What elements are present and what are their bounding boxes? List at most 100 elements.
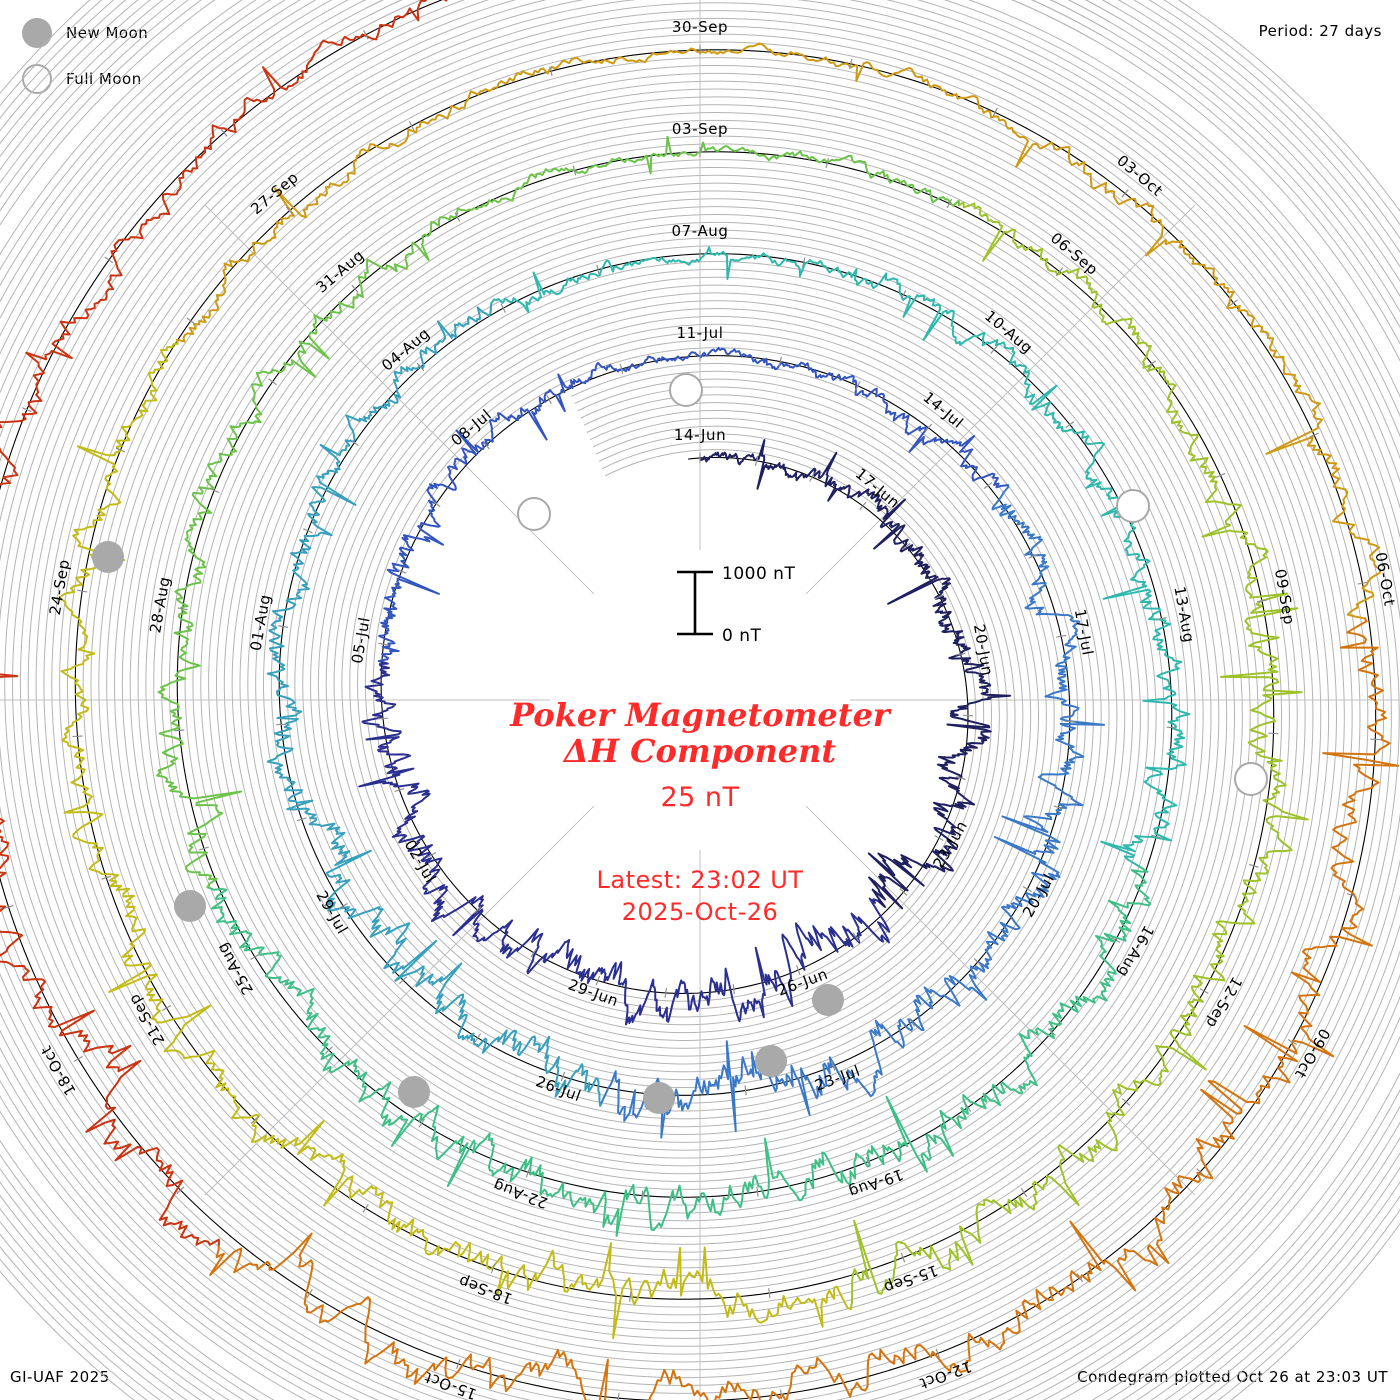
day-tick bbox=[1196, 1168, 1205, 1176]
day-tick bbox=[1147, 360, 1157, 368]
magnetometer-trace-segment bbox=[266, 302, 602, 1107]
day-label: 20-Jun bbox=[970, 623, 997, 678]
day-tick bbox=[756, 1186, 759, 1197]
day-tick bbox=[619, 363, 624, 374]
radial-gridline bbox=[805, 805, 1196, 1196]
day-tick bbox=[73, 1055, 83, 1063]
day-tick bbox=[640, 1190, 644, 1201]
magnetometer-trace-segment bbox=[490, 246, 1191, 867]
magnetometer-trace-segment bbox=[156, 135, 961, 889]
day-tick bbox=[302, 528, 313, 534]
day-tick bbox=[324, 1046, 333, 1055]
day-tick bbox=[1055, 267, 1064, 276]
day-tick bbox=[1357, 581, 1368, 585]
new-moon-marker bbox=[398, 1076, 430, 1108]
day-tick bbox=[859, 501, 867, 511]
scale-value-label: 25 nT bbox=[660, 782, 739, 813]
day-tick bbox=[629, 1291, 632, 1302]
day-tick bbox=[338, 902, 348, 910]
day-tick bbox=[276, 723, 287, 726]
credit-label: GI-UAF 2025 bbox=[10, 1368, 110, 1386]
day-tick bbox=[849, 58, 853, 69]
magnetometer-trace-segment bbox=[206, 864, 1152, 1237]
day-tick bbox=[595, 975, 601, 986]
day-tick bbox=[490, 1263, 496, 1274]
day-tick bbox=[983, 482, 993, 490]
day-tick bbox=[115, 447, 126, 453]
day-tick bbox=[1121, 189, 1129, 198]
scale-bar-bottom-label: 0 nT bbox=[722, 626, 761, 646]
day-label: 12-Oct bbox=[917, 1357, 974, 1393]
day-label: 01-Aug bbox=[247, 593, 275, 652]
day-tick bbox=[530, 948, 538, 958]
radial-gridline bbox=[805, 204, 1196, 595]
day-label: 07-Aug bbox=[671, 222, 728, 240]
day-tick bbox=[854, 381, 861, 391]
day-tick bbox=[408, 121, 415, 131]
day-tick bbox=[1287, 1038, 1297, 1046]
day-tick bbox=[899, 888, 908, 896]
day-label: 13-Aug bbox=[1170, 585, 1198, 644]
day-tick bbox=[1122, 1098, 1131, 1106]
day-label: 14-Jul bbox=[919, 388, 967, 432]
day-tick bbox=[964, 1102, 972, 1112]
day-tick bbox=[795, 965, 801, 975]
day-tick bbox=[72, 735, 83, 738]
day-tick bbox=[1056, 634, 1067, 638]
full-moon-marker bbox=[669, 373, 703, 407]
day-tick bbox=[1022, 885, 1032, 893]
day-tick bbox=[161, 1004, 172, 1012]
day-tick bbox=[1053, 805, 1064, 810]
day-tick bbox=[900, 289, 907, 300]
day-tick bbox=[525, 1167, 531, 1178]
period-label: Period: 27 days bbox=[1258, 22, 1382, 40]
day-tick bbox=[186, 317, 196, 325]
page-title-line2: ΔH Component bbox=[562, 732, 836, 770]
day-tick bbox=[482, 440, 490, 450]
day-tick bbox=[101, 875, 112, 880]
legend-item-full-moon: Full Moon bbox=[22, 56, 148, 102]
day-label: 31-Aug bbox=[313, 246, 368, 296]
day-label: 27-Sep bbox=[247, 168, 302, 218]
day-tick bbox=[1047, 1028, 1056, 1036]
full-moon-marker bbox=[1234, 762, 1268, 796]
day-tick bbox=[1370, 738, 1381, 741]
day-tick bbox=[1215, 472, 1226, 478]
day-tick bbox=[1020, 1188, 1028, 1198]
radial-gridline bbox=[204, 805, 595, 1196]
day-label: 15-Oct bbox=[422, 1368, 479, 1400]
magnetometer-trace-segment bbox=[849, 201, 1309, 1311]
legend-item-new-moon: New Moon bbox=[22, 10, 148, 56]
day-tick bbox=[865, 1156, 871, 1167]
day-tick bbox=[377, 717, 389, 720]
new-moon-marker bbox=[812, 984, 844, 1016]
day-tick bbox=[617, 1393, 620, 1400]
day-tick bbox=[1309, 432, 1320, 438]
day-tick bbox=[177, 607, 188, 611]
day-tick bbox=[664, 987, 667, 998]
magnetometer-trace-segment bbox=[176, 42, 1381, 620]
plotted-timestamp: Condegram plotted Oct 26 at 23:03 UT bbox=[1077, 1368, 1388, 1386]
day-tick bbox=[176, 1186, 185, 1194]
day-tick bbox=[350, 439, 359, 447]
day-tick bbox=[174, 729, 185, 732]
day-tick bbox=[363, 30, 369, 40]
new-moon-icon bbox=[22, 18, 52, 48]
day-tick bbox=[278, 625, 289, 628]
day-tick bbox=[1065, 421, 1075, 429]
day-label: 28-Aug bbox=[146, 575, 174, 634]
day-tick bbox=[418, 1118, 425, 1128]
